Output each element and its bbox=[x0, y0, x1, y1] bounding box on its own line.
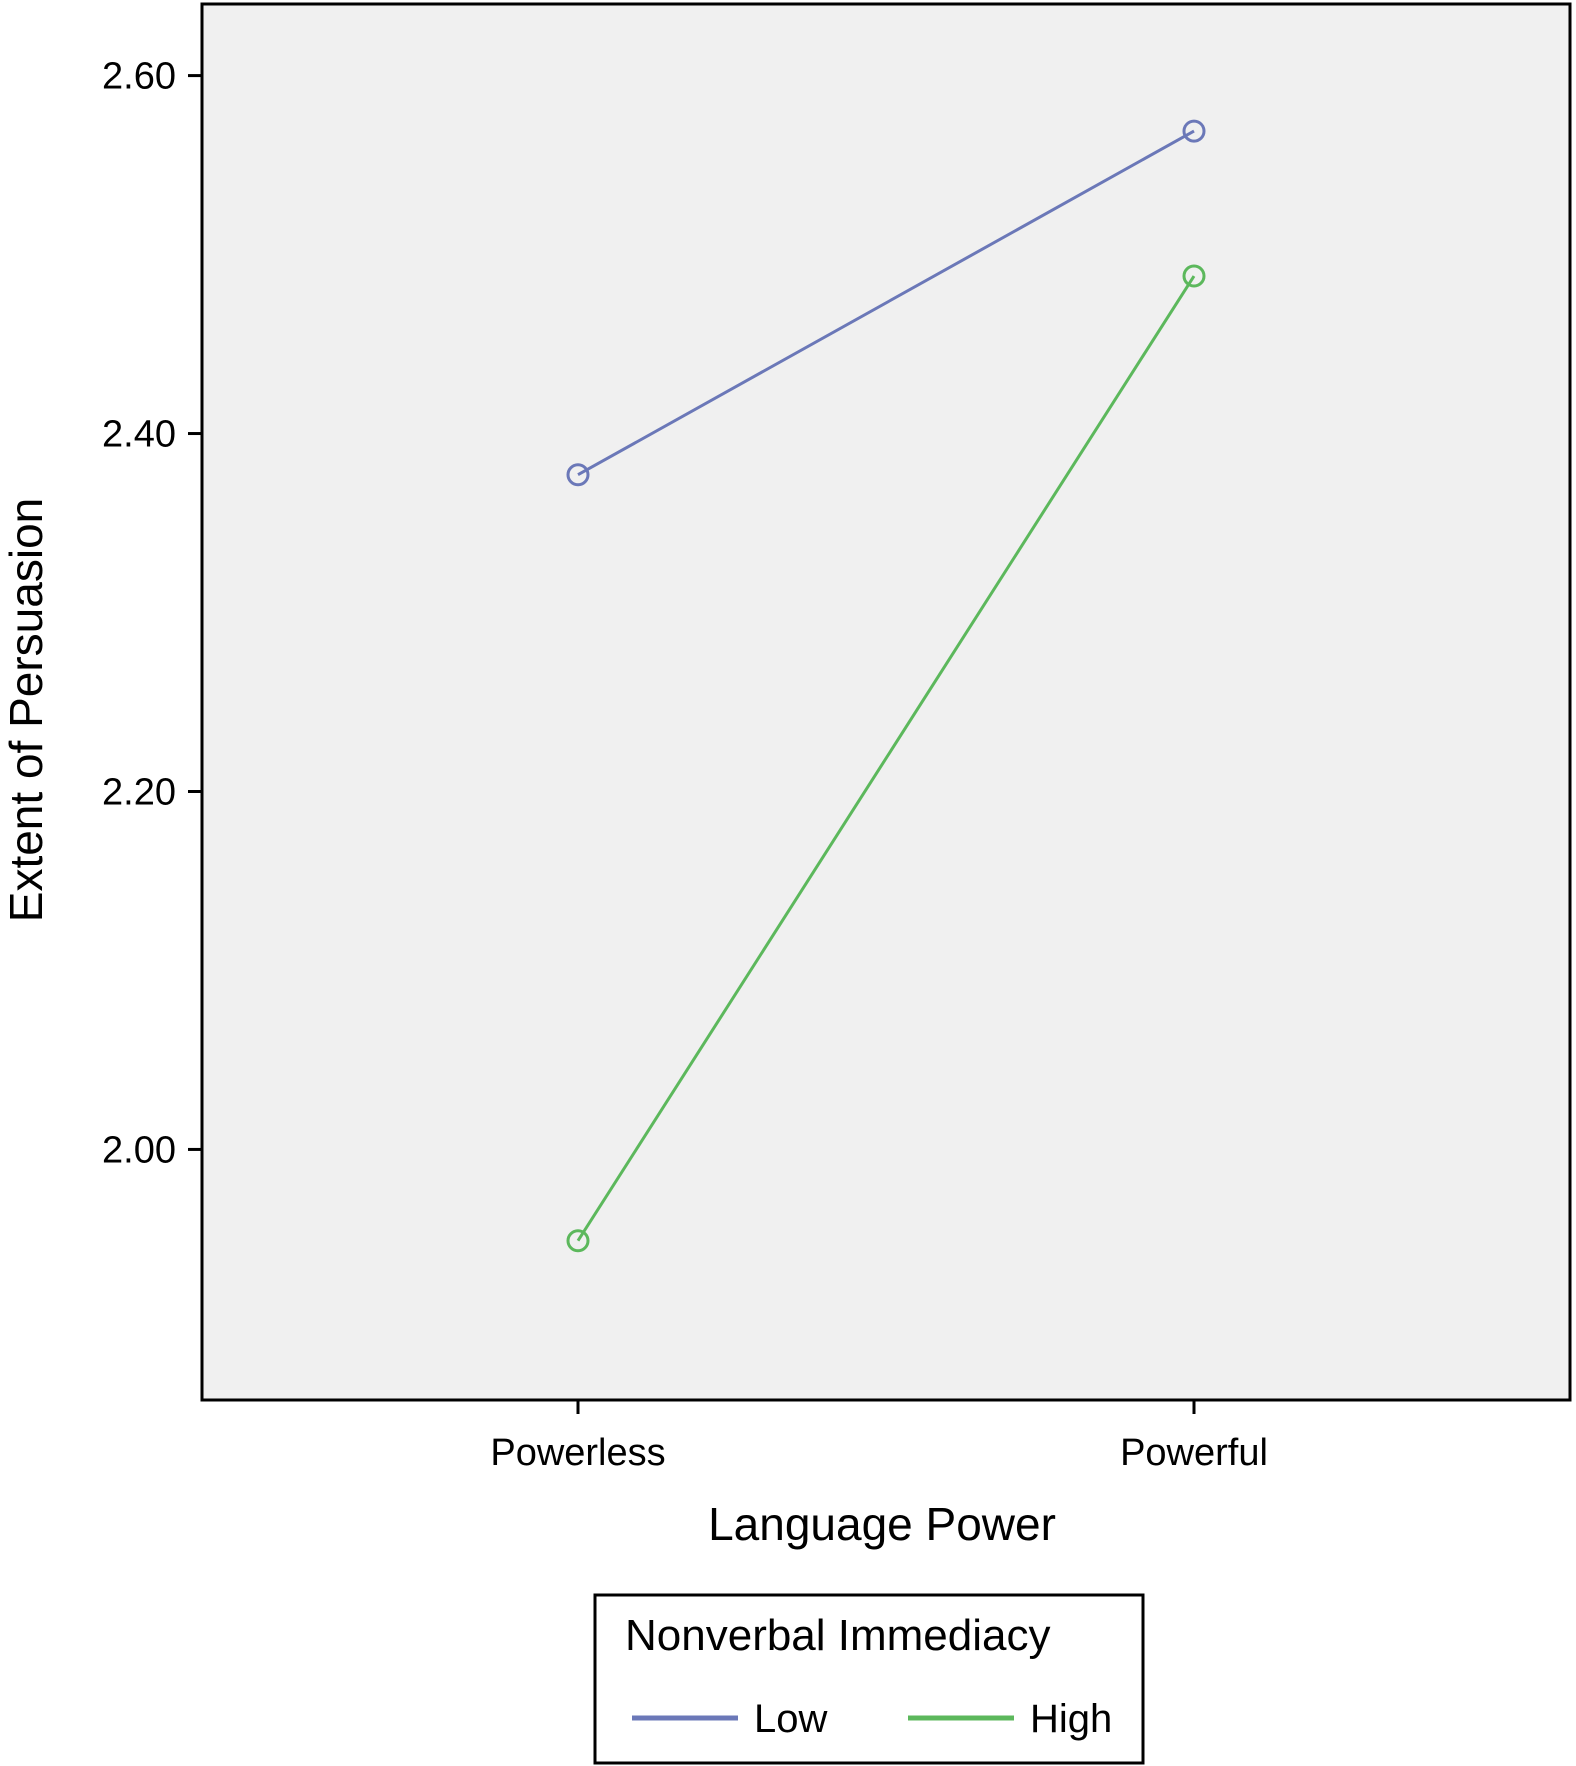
y-tick-label: 2.40 bbox=[102, 414, 176, 456]
y-axis: 2.00 2.20 2.40 2.60 bbox=[102, 56, 202, 1171]
y-axis-title: Extent of Persuasion bbox=[0, 498, 52, 922]
x-axis-title: Language Power bbox=[708, 1498, 1056, 1550]
legend-label-high: High bbox=[1030, 1697, 1112, 1741]
y-tick-label: 2.00 bbox=[102, 1129, 176, 1171]
series-line-low bbox=[577, 129, 1195, 477]
data-point-low bbox=[566, 463, 590, 487]
legend-label-low: Low bbox=[754, 1697, 827, 1741]
legend: Nonverbal Immediacy Low High bbox=[593, 1593, 1145, 1765]
data-point-low bbox=[1182, 119, 1206, 143]
plot-area bbox=[200, 2, 1572, 1402]
series-line-high bbox=[576, 275, 1196, 1242]
x-axis: Powerless Powerful bbox=[490, 1400, 1268, 1474]
legend-title: Nonverbal Immediacy bbox=[625, 1611, 1051, 1660]
y-tick-label: 2.60 bbox=[102, 56, 176, 98]
data-point-high bbox=[566, 1229, 590, 1253]
data-point-high bbox=[1182, 264, 1206, 288]
legend-box bbox=[593, 1593, 1145, 1765]
x-tick-label: Powerful bbox=[1120, 1432, 1268, 1474]
series-layer bbox=[566, 119, 1206, 1253]
x-tick-label: Powerless bbox=[490, 1432, 665, 1474]
y-tick-label: 2.20 bbox=[102, 771, 176, 813]
